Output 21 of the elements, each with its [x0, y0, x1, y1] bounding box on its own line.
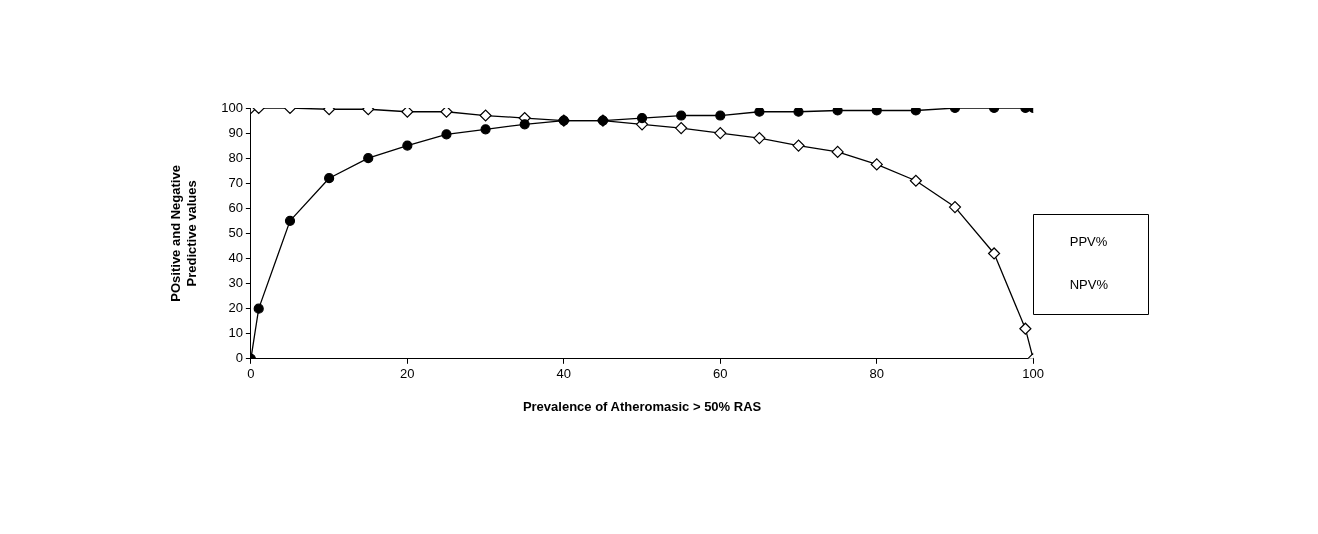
text: NPV% [1069, 276, 1109, 292]
text: PPV% [1069, 233, 1108, 249]
x-axis-title: Prevalence of Atheromasic > 50% RAS [522, 398, 762, 414]
x-tick-label: 40 [556, 366, 572, 382]
y-tick-label: 70 [228, 174, 243, 190]
y-tick-label: 20 [228, 300, 243, 316]
y-tick-label: 90 [228, 124, 243, 140]
y-tick-label: 40 [228, 250, 243, 266]
y-tick-label: 80 [228, 149, 243, 165]
x-tick-label: 0 [247, 366, 255, 382]
y-tick-label: 0 [235, 350, 243, 366]
y-axis-title: POsitive and Negative Predictive values [168, 165, 199, 302]
y-tick-label: 100 [221, 99, 243, 115]
y-tick-label: 50 [228, 224, 243, 240]
x-tick-label: 60 [713, 366, 728, 382]
y-tick-label: 60 [228, 199, 243, 215]
y-tick-label: 30 [228, 275, 243, 291]
x-tick-label: 100 [1022, 366, 1045, 382]
x-tick-label: 20 [400, 366, 415, 382]
y-tick-label: 10 [228, 325, 243, 341]
x-tick-label: 80 [869, 366, 884, 382]
